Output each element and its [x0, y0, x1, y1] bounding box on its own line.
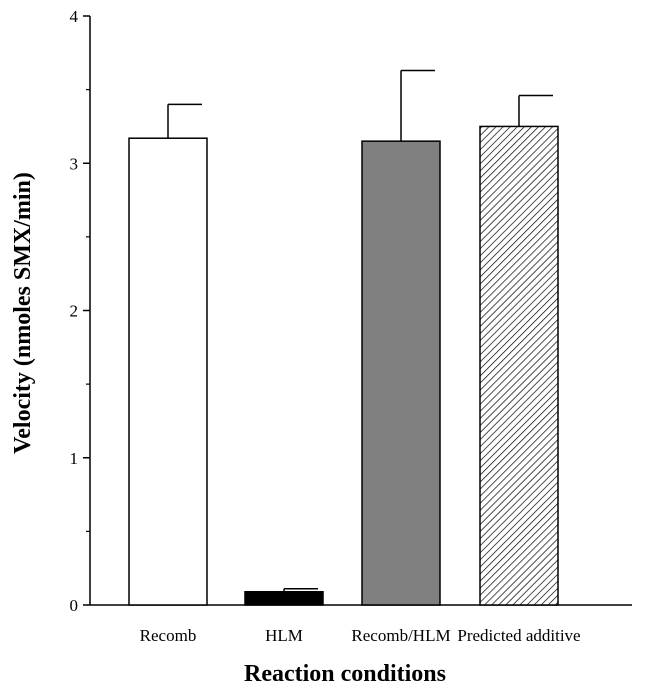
bar-recomb-hlm	[361, 140, 441, 606]
x-axis-title: Reaction conditions	[244, 661, 446, 687]
y-tick-label: 2	[70, 302, 79, 321]
y-tick-label: 0	[70, 596, 79, 615]
x-category-label: Recomb	[140, 626, 197, 645]
bars	[128, 69, 559, 606]
y-tick-label: 4	[70, 7, 79, 26]
bar-predicted-additive	[479, 125, 559, 606]
y-tick-label: 3	[70, 154, 79, 173]
x-category-label: Predicted additive	[457, 626, 580, 645]
y-axis-title: Velocity (nmoles SMX/min)	[10, 172, 36, 454]
labels: Velocity (nmoles SMX/min) Reaction condi…	[10, 7, 581, 687]
bar-hlm	[244, 590, 324, 606]
x-category-label: HLM	[265, 626, 303, 645]
x-category-label: Recomb/HLM	[351, 626, 450, 645]
y-tick-label: 1	[70, 449, 79, 468]
bar-recomb	[128, 137, 208, 606]
